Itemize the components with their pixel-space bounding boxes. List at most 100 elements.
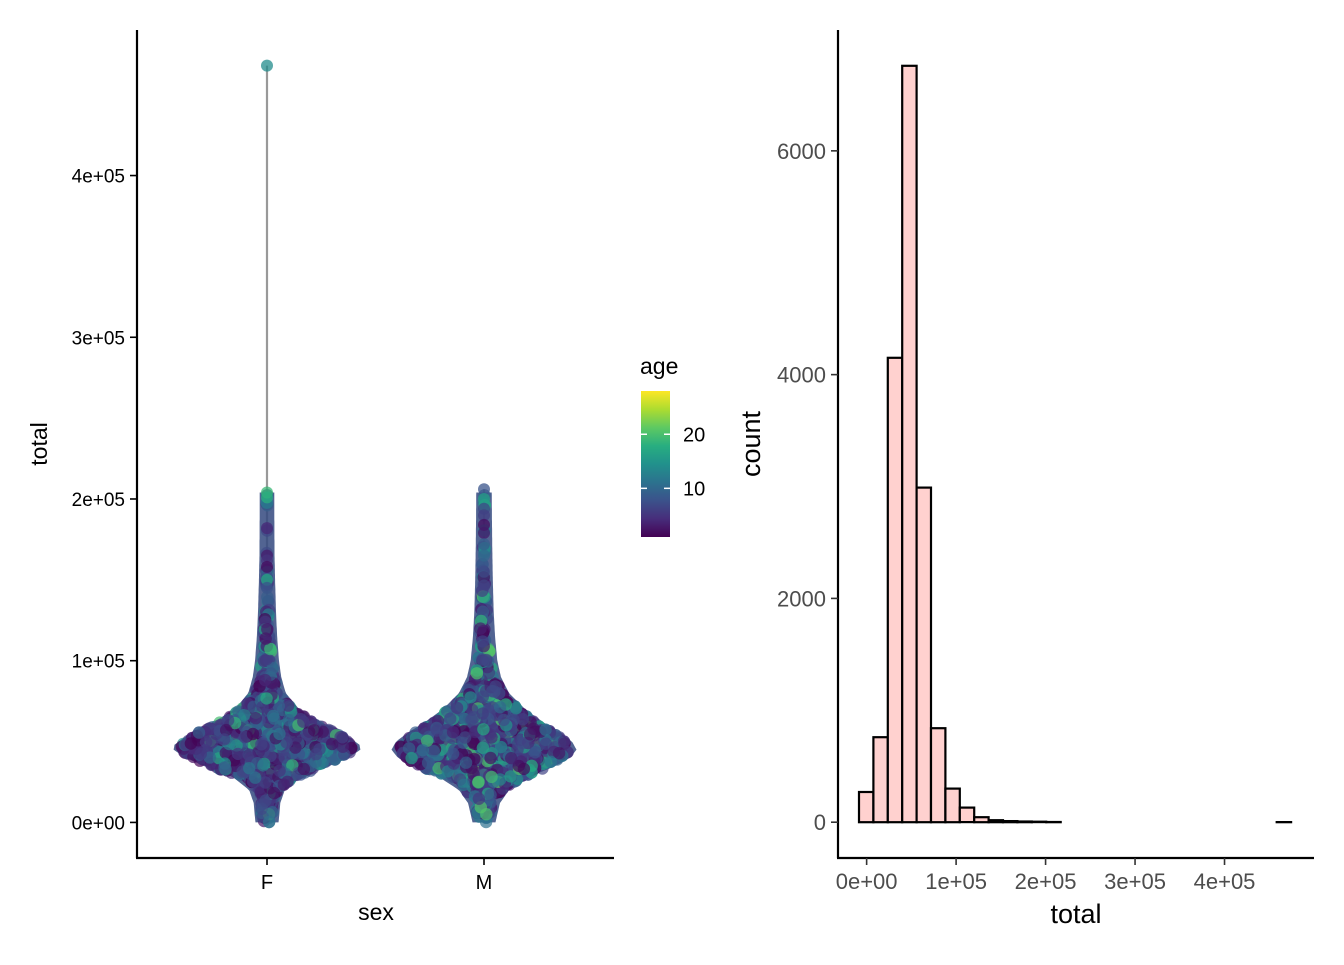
data-point bbox=[247, 728, 259, 740]
data-point bbox=[232, 748, 244, 760]
data-point bbox=[336, 731, 348, 743]
y-axis-ticks: 0e+00 1e+05 2e+05 3e+05 4e+05 bbox=[72, 167, 137, 835]
data-point bbox=[257, 759, 269, 771]
hist-y-axis-title: count bbox=[736, 410, 766, 477]
hist-y-tick-label: 0 bbox=[814, 810, 826, 835]
data-point bbox=[477, 723, 489, 735]
y-tick-label: 4e+05 bbox=[72, 167, 125, 188]
histogram-bar bbox=[931, 728, 945, 822]
data-point bbox=[273, 765, 285, 777]
y-axis-title: total bbox=[26, 422, 52, 465]
histogram-bar bbox=[1017, 822, 1031, 823]
data-point bbox=[281, 776, 293, 788]
data-point bbox=[200, 736, 212, 748]
data-point bbox=[539, 724, 551, 736]
data-point bbox=[263, 816, 275, 828]
data-point bbox=[417, 744, 429, 756]
data-point bbox=[185, 737, 197, 749]
outlier-point bbox=[261, 491, 273, 503]
data-point bbox=[517, 713, 529, 725]
data-point bbox=[268, 787, 280, 799]
data-point bbox=[428, 745, 440, 757]
histogram-bar bbox=[945, 789, 959, 823]
data-point bbox=[477, 742, 489, 754]
legend-tick-label: 20 bbox=[683, 424, 705, 446]
legend-title: age bbox=[640, 353, 678, 379]
hist-x-axis-title: total bbox=[1050, 899, 1101, 929]
histogram-bar bbox=[989, 820, 1003, 822]
y-tick-label: 3e+05 bbox=[72, 328, 125, 349]
data-point bbox=[476, 635, 488, 647]
outlier-point bbox=[261, 522, 273, 534]
outlier-point bbox=[478, 566, 490, 578]
data-point bbox=[472, 776, 484, 788]
outlier-point bbox=[478, 550, 490, 562]
data-point bbox=[405, 752, 417, 764]
data-point bbox=[484, 752, 496, 764]
hist-x-tick-label: 3e+05 bbox=[1104, 869, 1166, 894]
data-point bbox=[529, 746, 541, 758]
hist-y-tick-label: 4000 bbox=[777, 363, 826, 388]
data-point bbox=[518, 763, 530, 775]
data-point bbox=[298, 763, 310, 775]
data-point bbox=[471, 667, 483, 679]
hist-y-axis-ticks: 0 2000 4000 6000 bbox=[777, 139, 838, 835]
data-point bbox=[267, 710, 279, 722]
data-point bbox=[476, 585, 488, 597]
histogram-bar bbox=[902, 66, 916, 822]
outlier-point bbox=[261, 582, 273, 594]
y-tick-label: 0e+00 bbox=[72, 813, 125, 834]
histogram-bar bbox=[873, 737, 887, 822]
x-axis-title: sex bbox=[358, 899, 394, 925]
histogram-bar bbox=[888, 358, 902, 822]
hist-x-tick-label: 4e+05 bbox=[1194, 869, 1256, 894]
data-point bbox=[447, 748, 459, 760]
histogram-bar bbox=[974, 817, 988, 822]
data-point bbox=[444, 713, 456, 725]
data-point bbox=[260, 692, 272, 704]
data-point bbox=[483, 667, 495, 679]
outlier-point bbox=[261, 60, 273, 72]
data-point bbox=[422, 757, 434, 769]
data-point bbox=[484, 789, 496, 801]
x-tick-label: M bbox=[476, 872, 493, 894]
y-tick-label: 2e+05 bbox=[72, 490, 125, 511]
data-point bbox=[431, 724, 443, 736]
hist-x-tick-label: 1e+05 bbox=[925, 869, 987, 894]
data-point bbox=[524, 728, 536, 740]
data-point bbox=[273, 728, 285, 740]
histogram-bar bbox=[917, 488, 931, 823]
data-point bbox=[473, 793, 485, 805]
data-point bbox=[505, 752, 517, 764]
data-point bbox=[494, 701, 506, 713]
data-point bbox=[477, 691, 489, 703]
histogram-bar bbox=[859, 792, 873, 822]
histogram-bar bbox=[960, 808, 974, 823]
hist-x-tick-label: 2e+05 bbox=[1015, 869, 1077, 894]
data-point bbox=[308, 724, 320, 736]
histogram-bar bbox=[1003, 821, 1017, 822]
data-point bbox=[313, 743, 325, 755]
outlier-point bbox=[478, 527, 490, 539]
hist-y-tick-label: 6000 bbox=[777, 139, 826, 164]
data-point bbox=[451, 702, 463, 714]
y-tick-label: 1e+05 bbox=[72, 652, 125, 673]
data-point bbox=[464, 691, 476, 703]
data-point bbox=[255, 738, 267, 750]
legend-colorbar bbox=[641, 391, 670, 537]
data-point bbox=[218, 733, 230, 745]
data-point bbox=[260, 632, 272, 644]
data-point bbox=[460, 757, 472, 769]
hist-y-tick-label: 2000 bbox=[777, 586, 826, 611]
histogram-bars bbox=[859, 66, 1291, 822]
outlier-point bbox=[478, 538, 490, 550]
data-point bbox=[259, 674, 271, 686]
data-point bbox=[218, 761, 230, 773]
outlier-point bbox=[261, 561, 273, 573]
